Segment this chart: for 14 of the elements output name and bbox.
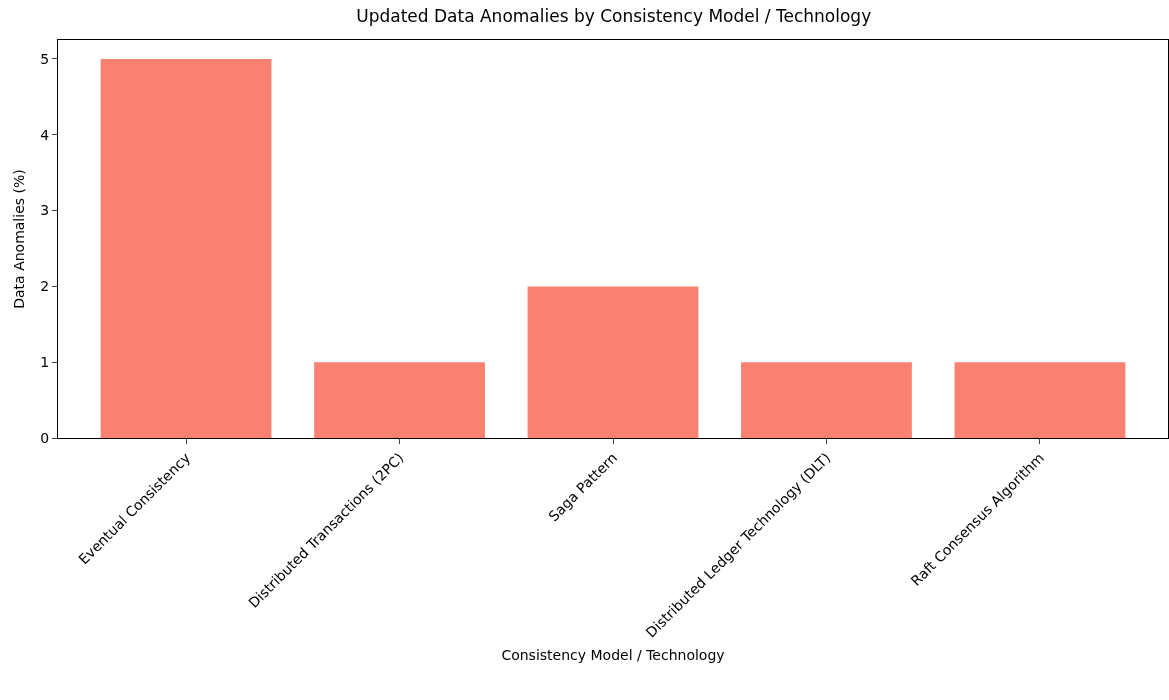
y-tick-label: 5 (40, 50, 50, 67)
y-tick-label: 3 (40, 202, 50, 219)
y-axis-title: Data Anomalies (%) (10, 169, 27, 309)
x-axis-title: Consistency Model / Technology (501, 646, 725, 663)
y-tick-label: 4 (40, 126, 50, 143)
bar (527, 286, 699, 438)
y-tick-label: 2 (40, 278, 50, 295)
chart-title: Updated Data Anomalies by Consistency Model / Technology (356, 6, 872, 27)
bar (314, 362, 485, 438)
y-tick-label: 0 (40, 429, 50, 446)
y-tick-label: 1 (40, 354, 50, 371)
bar (741, 362, 912, 438)
bar (100, 58, 272, 438)
bar (954, 362, 1126, 438)
